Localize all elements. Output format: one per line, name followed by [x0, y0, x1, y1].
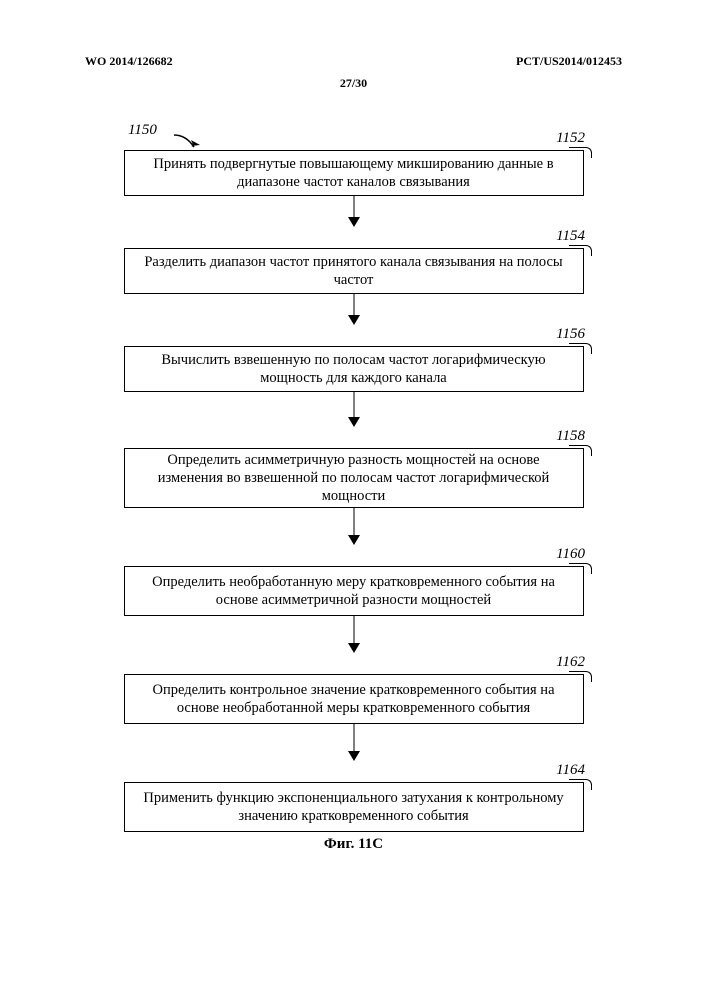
step-gap	[0, 544, 707, 566]
flow-step-box: Принять подвергнутые повышающему микширо…	[124, 150, 584, 196]
arrow-down-icon	[124, 196, 584, 226]
flow-step-box: Определить контрольное значение кратковр…	[124, 674, 584, 724]
page-number: 27/30	[0, 76, 707, 91]
flow-step: 1162Определить контрольное значение крат…	[0, 674, 707, 724]
step-ref-label: 1164	[556, 762, 585, 779]
flow-step-text: Применить функцию экспоненциального зату…	[137, 789, 571, 825]
flow-step: 1164Применить функцию экспоненциального …	[0, 782, 707, 832]
step-gap	[0, 652, 707, 674]
flow-step: 1154Разделить диапазон частот принятого …	[0, 248, 707, 294]
ref-leader-icon	[569, 779, 592, 790]
flow-step: 1158Определить асимметричную разность мо…	[0, 448, 707, 508]
flow-step-box: Вычислить взвешенную по полосам частот л…	[124, 346, 584, 392]
flow-step-box: Применить функцию экспоненциального зату…	[124, 782, 584, 832]
step-ref-label: 1152	[556, 130, 585, 147]
arrow-down-icon	[124, 724, 584, 760]
flow-step: 1160Определить необработанную меру кратк…	[0, 566, 707, 616]
ref-leader-icon	[569, 445, 592, 456]
ref-leader-icon	[569, 147, 592, 158]
step-ref-label: 1158	[556, 428, 585, 445]
header-right: PCT/US2014/012453	[516, 54, 622, 69]
step-gap	[0, 226, 707, 248]
flowchart: 11501152Принять подвергнутые повышающему…	[0, 150, 707, 832]
flow-step-text: Принять подвергнутые повышающему микширо…	[137, 155, 571, 191]
figure-caption: Фиг. 11C	[0, 836, 707, 853]
ref-leader-icon	[569, 563, 592, 574]
step-ref-label: 1160	[556, 546, 585, 563]
step-gap	[0, 426, 707, 448]
ref-leader-icon	[569, 245, 592, 256]
flow-start-ref: 1150	[128, 122, 157, 139]
step-ref-label: 1156	[556, 326, 585, 343]
start-arrow-icon	[172, 133, 202, 153]
step-gap	[0, 324, 707, 346]
flow-step-box: Разделить диапазон частот принятого кана…	[124, 248, 584, 294]
flow-step-box: Определить необработанную меру кратковре…	[124, 566, 584, 616]
step-ref-label: 1154	[556, 228, 585, 245]
flow-step: 1156Вычислить взвешенную по полосам част…	[0, 346, 707, 392]
arrow-down-icon	[124, 294, 584, 324]
step-gap	[0, 760, 707, 782]
arrow-down-icon	[124, 392, 584, 426]
arrow-down-icon	[124, 508, 584, 544]
flow-step-text: Определить контрольное значение кратковр…	[137, 681, 571, 717]
patent-page: WO 2014/126682 PCT/US2014/012453 27/30 1…	[0, 0, 707, 1000]
flow-step-text: Определить необработанную меру кратковре…	[137, 573, 571, 609]
flow-step: 11501152Принять подвергнутые повышающему…	[0, 150, 707, 196]
flow-step-text: Разделить диапазон частот принятого кана…	[137, 253, 571, 289]
flow-step-text: Определить асимметричную разность мощнос…	[137, 451, 571, 505]
flow-step-text: Вычислить взвешенную по полосам частот л…	[137, 351, 571, 387]
arrow-down-icon	[124, 616, 584, 652]
step-ref-label: 1162	[556, 654, 585, 671]
flow-step-box: Определить асимметричную разность мощнос…	[124, 448, 584, 508]
ref-leader-icon	[569, 343, 592, 354]
header-left: WO 2014/126682	[85, 54, 173, 69]
ref-leader-icon	[569, 671, 592, 682]
